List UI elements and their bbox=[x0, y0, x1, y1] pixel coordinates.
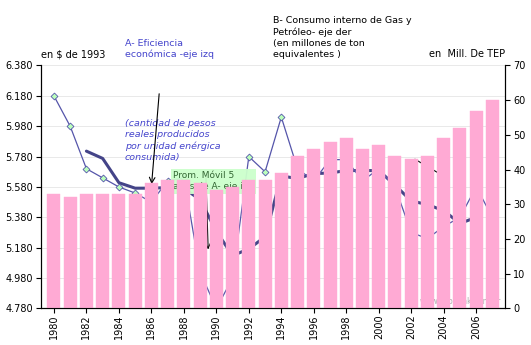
Bar bbox=[242, 180, 255, 308]
Bar bbox=[129, 194, 142, 308]
Bar bbox=[226, 187, 239, 308]
Bar bbox=[323, 142, 337, 308]
Bar bbox=[453, 128, 466, 308]
Bar bbox=[161, 180, 174, 308]
Bar bbox=[177, 180, 190, 308]
Bar bbox=[96, 194, 109, 308]
Bar bbox=[372, 145, 386, 308]
Text: en  Mill. De TEP: en Mill. De TEP bbox=[429, 49, 506, 59]
Bar bbox=[389, 156, 401, 308]
Bar bbox=[437, 138, 450, 308]
Bar bbox=[486, 100, 499, 308]
Text: www.econlink.com.ar: www.econlink.com.ar bbox=[419, 297, 501, 306]
Bar bbox=[275, 173, 288, 308]
Bar bbox=[307, 149, 320, 308]
Bar bbox=[80, 194, 93, 308]
Bar bbox=[340, 138, 353, 308]
Text: en $ de 1993: en $ de 1993 bbox=[41, 49, 105, 59]
Bar bbox=[421, 156, 434, 308]
Text: Prom. Móvil 5
años de A- eje izq: Prom. Móvil 5 años de A- eje izq bbox=[173, 171, 254, 191]
Bar bbox=[113, 194, 125, 308]
Bar bbox=[356, 149, 369, 308]
Text: (cantidad de pesos
reales producidos
por unidad enérgica
consumida): (cantidad de pesos reales producidos por… bbox=[125, 119, 220, 162]
Bar bbox=[291, 156, 304, 308]
Bar bbox=[47, 194, 61, 308]
Bar bbox=[210, 190, 223, 308]
Text: A- Eficiencia
económica -eje izq: A- Eficiencia económica -eje izq bbox=[125, 39, 213, 59]
Bar bbox=[259, 180, 271, 308]
Bar bbox=[64, 197, 76, 308]
Bar bbox=[470, 111, 483, 308]
Text: B- Consumo interno de Gas y
Petróleo- eje der
(en millones de ton
equivalentes ): B- Consumo interno de Gas y Petróleo- ej… bbox=[273, 17, 412, 59]
Bar bbox=[194, 184, 207, 308]
Bar bbox=[405, 159, 418, 308]
Bar bbox=[145, 184, 158, 308]
